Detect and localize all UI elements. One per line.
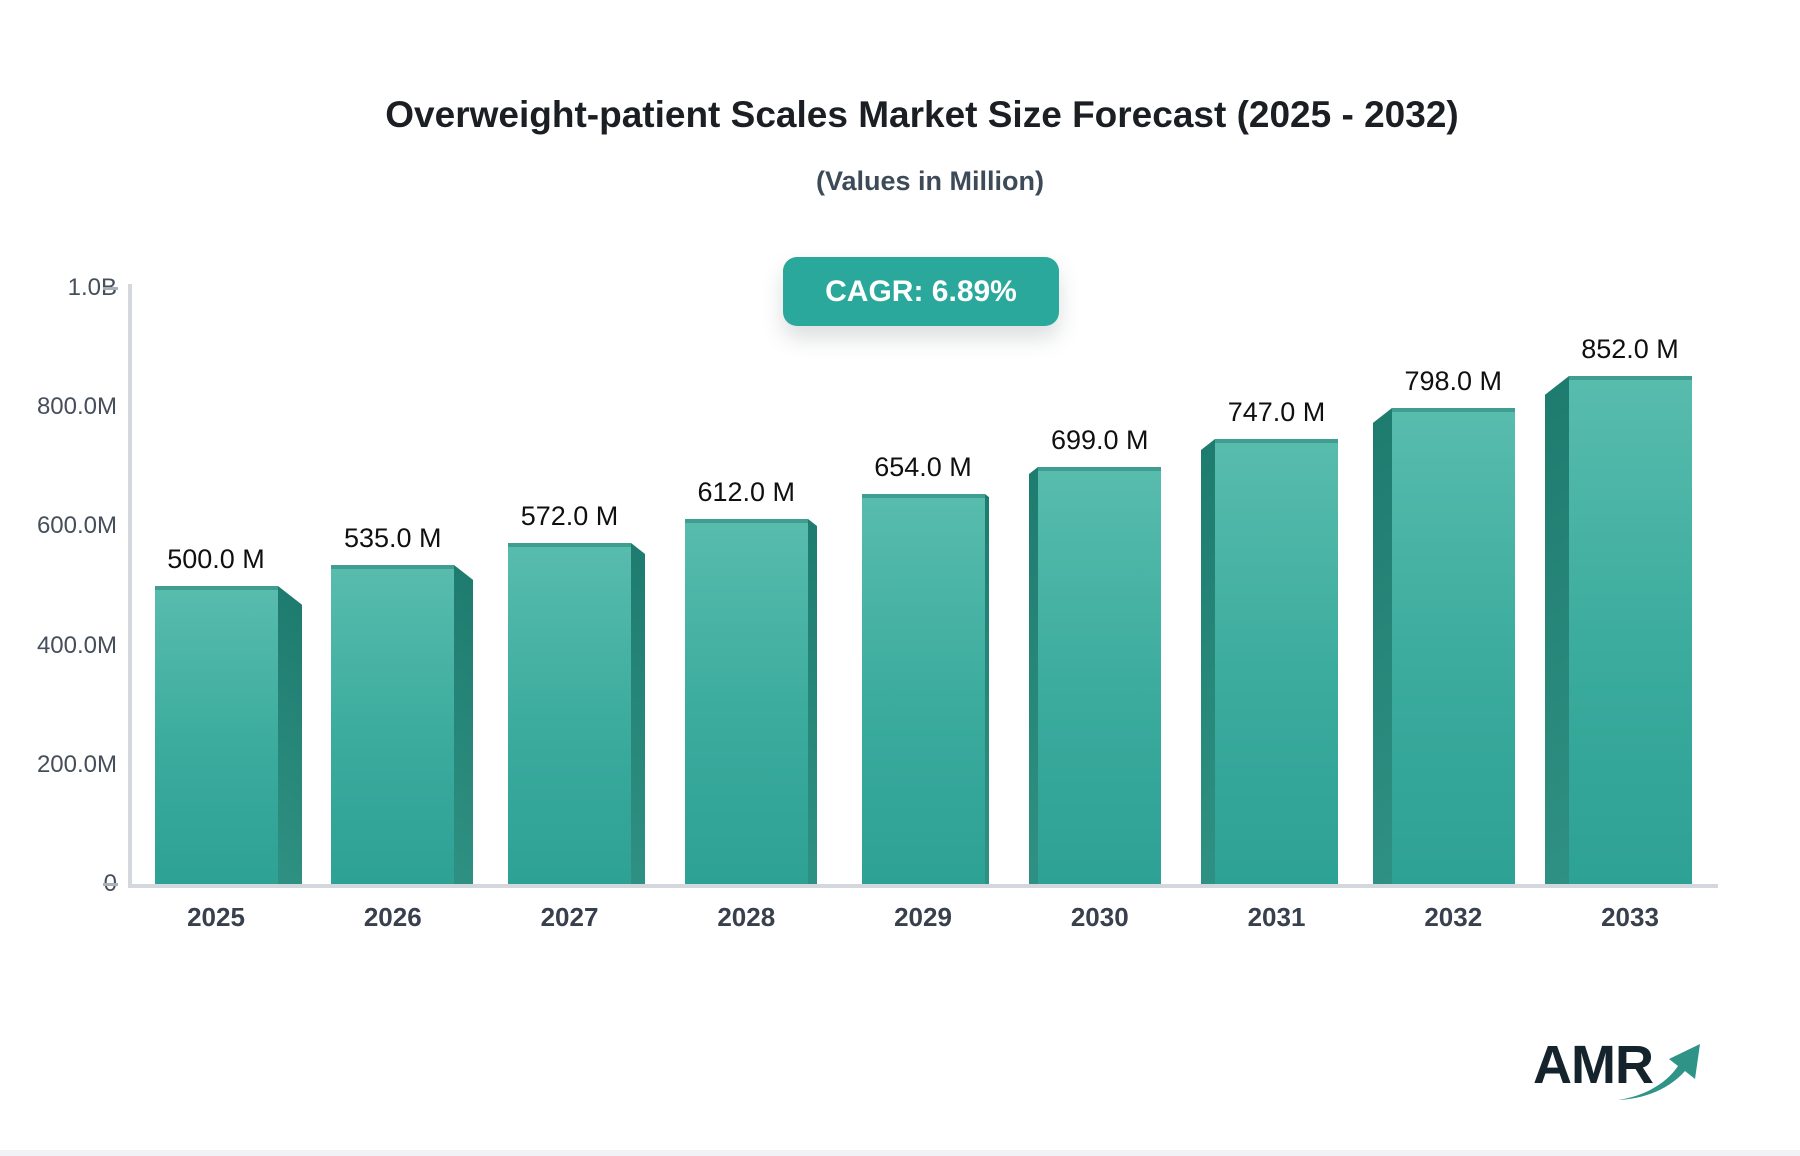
bar-value-label: 798.0 M [1404,366,1503,396]
y-axis-tick-label: 0 [7,870,117,898]
cagr-badge-label: CAGR: 6.89% [825,274,1017,308]
y-axis-tick-label: 1.0B [67,274,117,301]
bar-value-label: 747.0 M [1227,397,1326,427]
x-axis-tick-label: 2025 [187,902,245,932]
bar-side-face [1544,376,1569,884]
bar-value-label: 654.0 M [874,452,972,482]
bar-front-face [1038,467,1162,884]
bar-value-label: 572.0 M [520,501,619,531]
chart-subtitle: (Values in Million) [815,166,1045,196]
y-axis-tick-mark [103,287,118,290]
bar-front-face [684,519,808,884]
bar-2027[interactable] [508,543,645,884]
bar-value-label: 699.0 M [1050,425,1149,455]
y-axis-line [128,284,132,888]
y-axis-tick-label: 200.0M [36,750,117,778]
chart-title: Overweight-patient Scales Market Size Fo… [385,94,1459,135]
growth-arrow-icon [1618,1044,1700,1100]
y-axis-tick-mark [103,883,118,886]
bar-2030[interactable] [1029,467,1162,884]
bar-side-face [277,586,302,884]
page-bottom-edge [0,1150,1800,1156]
x-axis-tick-label: 2031 [1247,902,1306,932]
bar-2033[interactable] [1544,376,1692,884]
bar-front-face [1568,376,1692,884]
bar-2028[interactable] [684,519,817,884]
bar-side-face [1201,439,1215,884]
x-axis-tick-label: 2028 [717,902,776,932]
bar-side-face [807,519,817,884]
x-axis-tick-label: 2032 [1424,902,1483,932]
x-axis-tick-label: 2029 [894,902,952,932]
bar-side-face [1029,467,1039,884]
bar-front-face [861,494,985,884]
bar-side-face [984,494,989,884]
x-axis-tick-label: 2033 [1601,902,1659,932]
bar-2029[interactable] [861,494,989,884]
bar-value-label: 852.0 M [1581,334,1679,364]
bar-2031[interactable] [1201,439,1338,884]
bar-front-face [508,543,631,884]
bar-value-label: 535.0 M [343,523,442,553]
y-axis-tick-label: 400.0M [36,631,117,659]
bar-value-label: 612.0 M [697,477,796,507]
bar-side-face [454,565,474,884]
bar-2025[interactable] [154,586,302,884]
x-axis-tick-label: 2026 [363,902,422,932]
bar-value-label: 500.0 M [167,544,265,574]
bar-front-face [1215,439,1338,884]
bar-side-face [631,543,645,884]
bar-front-face [1391,408,1515,884]
cagr-badge: CAGR: 6.89% [783,257,1059,326]
bar-2032[interactable] [1372,408,1515,884]
bar-2026[interactable] [331,565,474,884]
y-axis-tick-label: 600.0M [36,512,117,540]
bar-front-face [331,565,455,884]
y-axis-tick-label: 800.0M [36,393,117,421]
bar-side-face [1372,408,1392,884]
x-axis-tick-label: 2030 [1070,902,1129,932]
x-axis-line [128,884,1718,888]
bar-front-face [154,586,278,884]
x-axis-tick-label: 2027 [540,902,599,932]
amr-logo-text: AMR [1533,1035,1654,1095]
